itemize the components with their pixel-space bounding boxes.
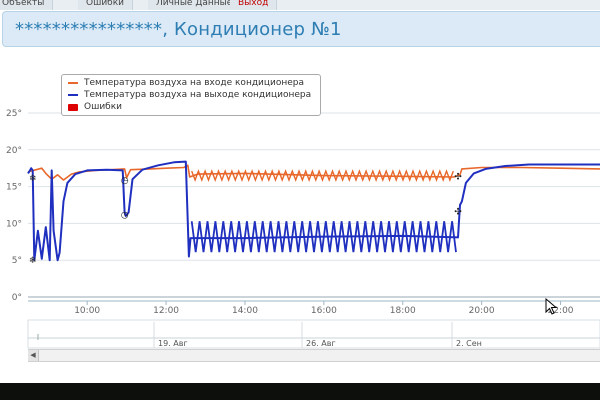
legend-item-errors[interactable]: Ошибки bbox=[68, 101, 314, 113]
legend-item-outlet[interactable]: Температура воздуха на выходе кондиционе… bbox=[68, 89, 314, 101]
nav-tabs: Объекты Ошибки Личные Данные Выход bbox=[0, 0, 600, 10]
x-tick-label: 12:00 bbox=[153, 306, 179, 316]
x-tick-label: 16:00 bbox=[311, 306, 337, 316]
snowflake-icon: ❄ bbox=[29, 174, 37, 184]
y-tick-label: 15° bbox=[6, 183, 22, 193]
navigator-area[interactable] bbox=[27, 319, 600, 349]
y-tick-label: 10° bbox=[6, 219, 22, 229]
navigator-tick-label: 19. Авг bbox=[158, 339, 188, 348]
scroll-left-arrow-icon[interactable]: ◀ bbox=[28, 350, 39, 361]
navigator[interactable]: 19. Авг 26. Авг 2. Сен bbox=[27, 319, 600, 349]
chart-series bbox=[27, 160, 600, 262]
app-window: Объекты Ошибки Личные Данные Выход *****… bbox=[0, 0, 600, 383]
x-axis: 10:00 12:00 14:00 16:00 18:00 20:00 22:00 bbox=[28, 300, 600, 316]
x-tick-label: 10:00 bbox=[74, 306, 100, 316]
legend-item-inlet[interactable]: Температура воздуха на входе кондиционер… bbox=[68, 77, 314, 89]
snowflake-icon: ❄ bbox=[29, 256, 37, 266]
tab-logout[interactable]: Выход bbox=[230, 0, 278, 10]
y-tick-label: 5° bbox=[12, 256, 22, 266]
chart-legend: Температура воздуха на входе кондиционер… bbox=[61, 74, 321, 116]
clock-icon: ◷ bbox=[121, 176, 129, 186]
temperature-chart: 0° 5° 10° 15° 20° 25° 10:00 12:00 14:00 16:00 18:… bbox=[6, 109, 600, 349]
navigator-tick-label: 2. Сен bbox=[456, 339, 482, 348]
legend-label-errors: Ошибки bbox=[84, 102, 123, 112]
chart-grid bbox=[28, 112, 600, 298]
legend-label-outlet: Температура воздуха на выходе кондиционе… bbox=[84, 90, 312, 100]
series-oscillation-outlet bbox=[190, 221, 457, 253]
tab-errors[interactable]: Ошибки bbox=[78, 0, 134, 10]
y-tick-label: 0° bbox=[12, 293, 22, 303]
y-tick-label: 25° bbox=[6, 109, 22, 119]
tab-objects[interactable]: Объекты bbox=[0, 0, 54, 10]
legend-swatch-errors bbox=[68, 103, 78, 111]
x-tick-label: 18:00 bbox=[390, 306, 416, 316]
navigator-scrollbar[interactable]: ◀ bbox=[28, 349, 600, 362]
x-tick-label: 20:00 bbox=[469, 306, 495, 316]
series-oscillation-inlet bbox=[191, 169, 454, 182]
y-axis: 0° 5° 10° 15° 20° 25° bbox=[6, 109, 22, 303]
mouse-pointer-icon bbox=[545, 298, 558, 315]
x-tick-label: 14:00 bbox=[232, 306, 258, 316]
legend-swatch-inlet bbox=[68, 82, 78, 84]
navigator-tick-label: 26. Авг bbox=[306, 339, 336, 348]
title-bar: ****************, Кондиционер №1 bbox=[2, 11, 600, 47]
series-line-inlet bbox=[27, 164, 600, 181]
page-title: ****************, Кондиционер №1 bbox=[15, 19, 342, 40]
fan-icon: ✣ bbox=[454, 172, 462, 182]
chart-markers: ❄ ❄ ◷ ◷ ✣ ✣ bbox=[29, 172, 462, 266]
legend-swatch-outlet bbox=[68, 94, 78, 96]
x-tick-label: 22:00 bbox=[548, 306, 574, 316]
fan-icon: ✣ bbox=[454, 208, 462, 218]
clock-icon: ◷ bbox=[121, 211, 129, 221]
series-line-outlet bbox=[27, 160, 600, 262]
y-tick-label: 20° bbox=[6, 146, 22, 156]
legend-label-inlet: Температура воздуха на входе кондиционер… bbox=[84, 78, 305, 88]
